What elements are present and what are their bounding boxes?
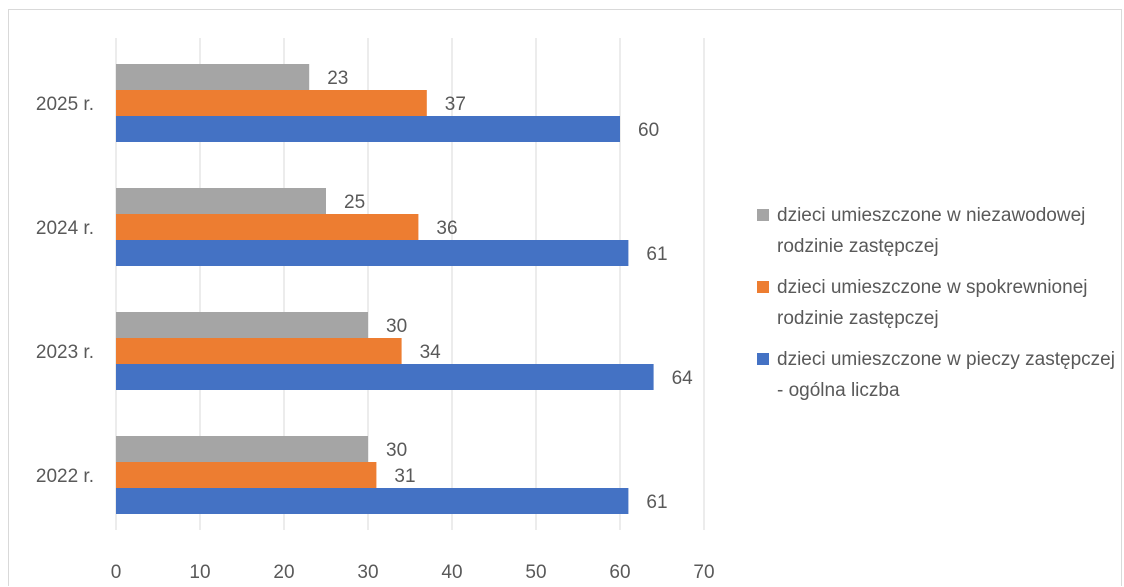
legend: dzieci umieszczone w niezawodowej rodzin… bbox=[757, 200, 1117, 416]
x-tick-label: 50 bbox=[525, 562, 546, 583]
bars bbox=[116, 64, 654, 514]
bar-value-label: 60 bbox=[638, 120, 659, 141]
bar-value-label: 61 bbox=[646, 244, 667, 265]
category-label: 2022 r. bbox=[36, 466, 94, 487]
bar-value-label: 23 bbox=[327, 68, 348, 89]
bar bbox=[116, 214, 419, 240]
category-labels: 2025 r. 2024 r. 2023 r. 2022 r. bbox=[36, 94, 94, 487]
legend-label: dzieci umieszczone w pieczy zastępczej -… bbox=[777, 349, 1115, 401]
bar bbox=[116, 240, 629, 266]
legend-label: dzieci umieszczone w spokrewnionej rodzi… bbox=[777, 277, 1088, 329]
bar-value-label: 31 bbox=[394, 466, 415, 487]
x-tick-label: 60 bbox=[609, 562, 630, 583]
data-labels: 23 37 60 25 36 61 30 34 64 30 31 61 bbox=[327, 68, 693, 513]
bar-value-label: 34 bbox=[420, 342, 442, 363]
bar bbox=[116, 462, 377, 488]
legend-item: dzieci umieszczone w niezawodowej rodzin… bbox=[757, 200, 1117, 262]
category-label: 2025 r. bbox=[36, 94, 94, 115]
bar-value-label: 37 bbox=[445, 94, 466, 115]
x-tick-label: 10 bbox=[189, 562, 210, 583]
bar bbox=[116, 488, 629, 514]
x-tick-label: 70 bbox=[693, 562, 714, 583]
category-label: 2024 r. bbox=[36, 218, 94, 239]
x-tick-label: 20 bbox=[273, 562, 294, 583]
legend-swatch bbox=[757, 209, 769, 221]
bar-value-label: 25 bbox=[344, 192, 365, 213]
bar-value-label: 36 bbox=[436, 218, 457, 239]
bar-value-label: 64 bbox=[672, 368, 694, 389]
legend-swatch bbox=[757, 353, 769, 365]
x-tick-label: 30 bbox=[357, 562, 378, 583]
bar bbox=[116, 116, 620, 142]
bar bbox=[116, 436, 368, 462]
bar bbox=[116, 90, 427, 116]
bar-value-label: 30 bbox=[386, 440, 407, 461]
chart-frame bbox=[8, 9, 1122, 586]
x-axis-ticks: 0 10 20 30 40 50 60 70 bbox=[111, 562, 715, 583]
legend-swatch bbox=[757, 281, 769, 293]
x-tick-label: 40 bbox=[441, 562, 462, 583]
x-tick-label: 0 bbox=[111, 562, 122, 583]
bar bbox=[116, 364, 654, 390]
legend-item: dzieci umieszczone w spokrewnionej rodzi… bbox=[757, 272, 1117, 334]
bar bbox=[116, 64, 310, 90]
category-label: 2023 r. bbox=[36, 342, 94, 363]
bar bbox=[116, 188, 326, 214]
legend-label: dzieci umieszczone w niezawodowej rodzin… bbox=[777, 205, 1086, 257]
legend-item: dzieci umieszczone w pieczy zastępczej -… bbox=[757, 344, 1117, 406]
bar bbox=[116, 338, 402, 364]
bar bbox=[116, 312, 368, 338]
bar-value-label: 61 bbox=[646, 492, 667, 513]
bar-value-label: 30 bbox=[386, 316, 407, 337]
